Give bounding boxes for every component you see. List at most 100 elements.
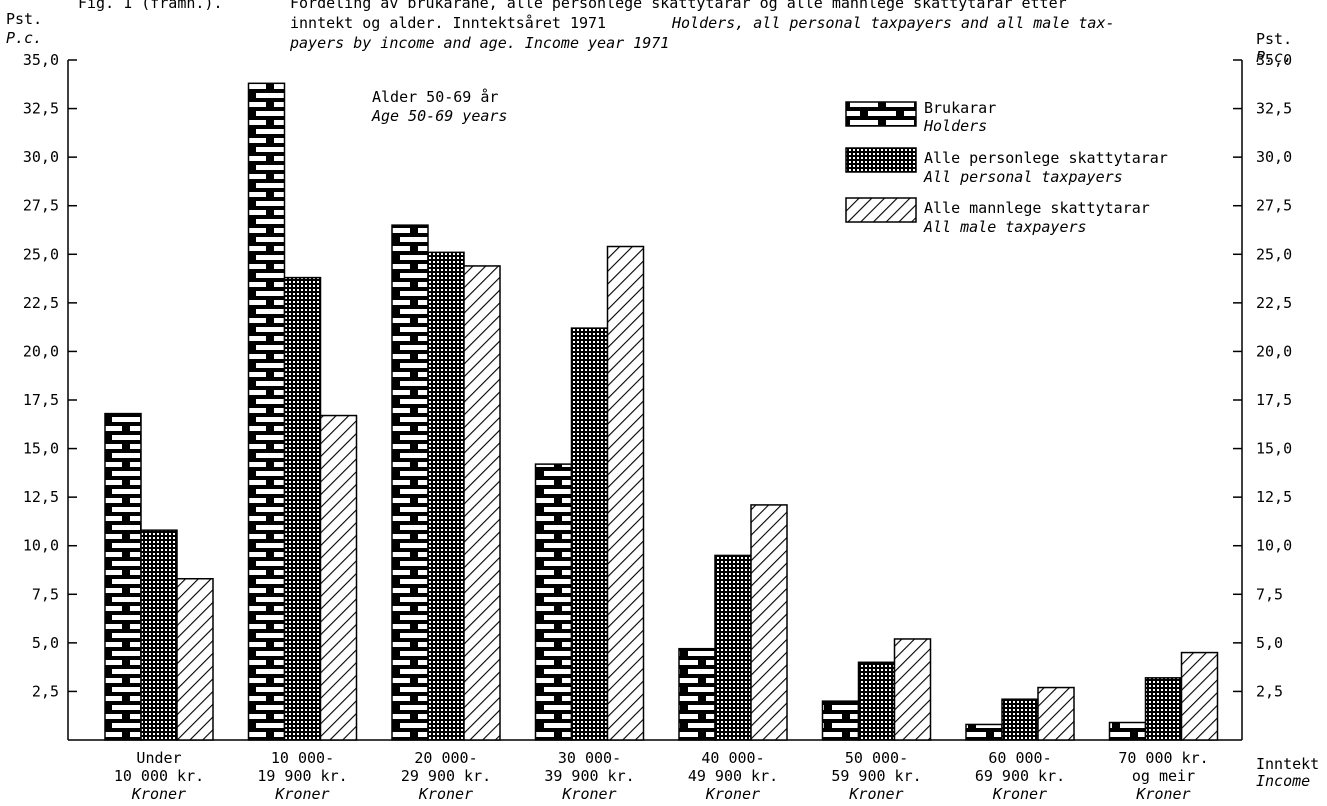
bar-hatch — [606, 245, 645, 741]
right-tick-label: 10,0 — [1256, 537, 1292, 555]
left-tick-label: 32,5 — [23, 100, 59, 118]
left-tick-label: 15,0 — [23, 440, 59, 458]
category-label-line2: 10 000 kr. — [114, 767, 204, 785]
category-label-line2: 29 900 kr. — [401, 767, 491, 785]
category-label-line3: Kroner — [705, 785, 760, 803]
category-label-line3: Kroner — [992, 785, 1047, 803]
category-label-line2: 59 900 kr. — [831, 767, 921, 785]
bar-grid — [1001, 698, 1039, 741]
category-label-line2: 19 900 kr. — [257, 767, 347, 785]
bar-hatch — [463, 265, 501, 741]
left-tick-label: 35,0 — [23, 51, 59, 69]
bar-grid — [857, 661, 896, 741]
bar-grid — [570, 327, 609, 741]
bar-brick — [678, 647, 716, 741]
title-line-2: inntekt og alder. Inntektsåret 1971 — [290, 14, 606, 32]
left-tick-label: 20,0 — [23, 342, 59, 360]
title-prefix: Fig. 1 (framh.). — [78, 0, 223, 12]
left-tick-label: 17,5 — [23, 391, 59, 409]
left-unit-label: Pst. — [6, 10, 42, 28]
right-tick-label: 17,5 — [1256, 391, 1292, 409]
bar-brick — [104, 412, 142, 741]
left-tick-label: 10,0 — [23, 537, 59, 555]
category-label-line1: 50 000- — [845, 749, 908, 767]
bar-grid — [283, 276, 322, 741]
legend-label-personal-en: All personal taxpayers — [923, 168, 1123, 186]
left-tick-label: 2,5 — [32, 682, 59, 700]
bar-hatch — [750, 504, 788, 741]
right-tick-label: 30,0 — [1256, 148, 1292, 166]
bar-hatch — [1180, 651, 1219, 741]
right-tick-label: 35,0 — [1256, 51, 1292, 69]
legend: Brukarar Holders Alle personlege skattyt… — [845, 99, 1168, 236]
x-unit-label: Inntekt — [1256, 755, 1319, 773]
category-label-line3: Kroner — [418, 785, 473, 803]
right-unit-label: Pst. — [1256, 30, 1292, 48]
bar-hatch — [176, 577, 214, 741]
legend-label-male-en: All male taxpayers — [923, 218, 1087, 236]
left-ticks: 35,0 32,5 30,0 27,5 25,0 22,5 20,0 17,5 15,0 12,5… — [23, 51, 77, 700]
chart-title: Fig. 1 (framh.). Fordeling av brukarane,… — [78, 0, 1115, 52]
right-ticks: 35,0 32,5 30,0 27,5 25,0 22,5 20,0 17,5 15,0 12,5… — [1233, 51, 1292, 700]
right-tick-label: 32,5 — [1256, 100, 1292, 118]
right-tick-label: 5,0 — [1256, 634, 1283, 652]
category-label-line2: 39 900 kr. — [544, 767, 634, 785]
category-label-line1: 30 000- — [558, 749, 621, 767]
left-tick-label: 25,0 — [23, 245, 59, 263]
age-annotation-en: Age 50-69 years — [371, 107, 507, 125]
category-label-line3: Kroner — [1135, 785, 1190, 803]
right-tick-label: 2,5 — [1256, 682, 1283, 700]
category-label-line3: Kroner — [848, 785, 903, 803]
category-label-line3: Kroner — [561, 785, 616, 803]
bar-hatch — [1037, 686, 1075, 741]
legend-swatch-holders — [845, 101, 917, 127]
category-label-line3: Kroner — [274, 785, 329, 803]
left-tick-label: 7,5 — [32, 585, 59, 603]
right-unit-label-en: P.c. — [1256, 48, 1292, 66]
bar-brick — [821, 700, 860, 741]
right-tick-label: 20,0 — [1256, 342, 1292, 360]
bar-brick — [391, 224, 429, 741]
x-unit-label-en: Income — [1256, 772, 1310, 790]
bar-brick — [1108, 721, 1147, 741]
bar-brick — [534, 463, 573, 741]
right-tick-label: 27,5 — [1256, 197, 1292, 215]
category-label-line1: Under — [136, 749, 181, 767]
right-tick-label: 15,0 — [1256, 440, 1292, 458]
bar-hatch — [319, 414, 358, 741]
category-label-line1: 40 000- — [701, 749, 764, 767]
left-tick-label: 27,5 — [23, 197, 59, 215]
legend-label-personal: Alle personlege skattytarar — [924, 149, 1168, 167]
bar-brick — [965, 723, 1003, 741]
bar-grid — [140, 529, 178, 741]
category-label-line1: 60 000- — [988, 749, 1051, 767]
bar-brick — [247, 82, 286, 741]
right-tick-label: 25,0 — [1256, 245, 1292, 263]
left-tick-label: 30,0 — [23, 148, 59, 166]
right-tick-label: 12,5 — [1256, 488, 1292, 506]
title-line-1: Fordeling av brukarane, alle personlege … — [290, 0, 1067, 12]
category-label-line2: og meir — [1132, 767, 1195, 785]
title-english-2: payers by income and age. Income year 19… — [289, 34, 669, 52]
bar-hatch — [893, 638, 932, 741]
legend-swatch-personal — [845, 147, 917, 173]
legend-label-male: Alle mannlege skattytarar — [924, 199, 1150, 217]
category-label-line3: Kroner — [131, 785, 186, 803]
bars — [104, 82, 1219, 741]
bar-grid — [714, 554, 752, 741]
left-tick-label: 12,5 — [23, 488, 59, 506]
category-label-line1: 70 000 kr. — [1118, 749, 1208, 767]
left-tick-label: 5,0 — [32, 634, 59, 652]
legend-label-holders: Brukarar — [924, 99, 996, 117]
bar-grid — [427, 251, 465, 741]
right-tick-label: 7,5 — [1256, 585, 1283, 603]
title-english-1: Holders, all personal taxpayers and all … — [671, 14, 1115, 32]
category-label-line2: 49 900 kr. — [688, 767, 778, 785]
category-label-line2: 69 900 kr. — [975, 767, 1065, 785]
left-tick-label: 22,5 — [23, 294, 59, 312]
legend-label-holders-en: Holders — [923, 117, 987, 135]
category-label-line1: 10 000- — [271, 749, 334, 767]
legend-swatch-male — [845, 197, 917, 223]
